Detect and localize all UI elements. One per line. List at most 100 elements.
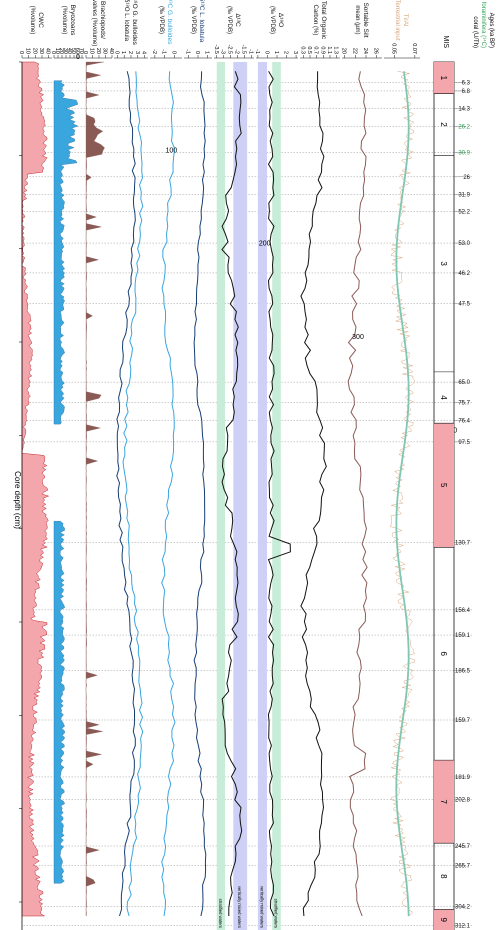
y-tick-label: 4 xyxy=(141,51,147,54)
age-label: 6.8 xyxy=(462,89,471,95)
panel-ylabel-2: mean (µm) xyxy=(354,5,360,34)
y-tick-label: 40 xyxy=(45,48,51,54)
series-line xyxy=(267,71,291,917)
panel-ylabel: Brachiopods/ xyxy=(99,1,106,39)
mis-stage-label: 7 xyxy=(439,799,448,804)
y-tick-label: -2.5 xyxy=(227,45,233,54)
panel-ylabel: CWC xyxy=(37,12,44,28)
panel-ylabel-2: Terrestrial input xyxy=(394,0,400,41)
y-tick-label: 70 xyxy=(78,48,84,54)
age-label: 181.9 xyxy=(455,775,471,781)
age-label: 30.9 xyxy=(458,151,470,157)
y-tick-label: 22 xyxy=(351,48,357,54)
y-tick-label: 24 xyxy=(362,48,368,54)
age-label: 52.2 xyxy=(458,209,470,215)
y-tick-label: 0.9 xyxy=(319,46,325,54)
depth-axis-label: Core depth (cm) xyxy=(13,471,22,529)
y-tick-label: 0 xyxy=(113,51,119,54)
series-line xyxy=(300,71,327,917)
age-label: 65.0 xyxy=(458,380,470,386)
water-band xyxy=(257,62,267,930)
age-label: 47.5 xyxy=(458,302,470,308)
series-area xyxy=(85,61,105,917)
panel-ylabel: Bryozoans xyxy=(69,5,76,36)
age-label: 26.2 xyxy=(458,124,470,130)
water-band xyxy=(272,62,281,930)
series-line xyxy=(161,71,176,917)
panel-ylabel: δ¹⁸O G. bulloides xyxy=(131,0,138,46)
series-line xyxy=(347,71,368,917)
y-tick-label: 10 xyxy=(54,48,60,54)
y-tick-label: -2 xyxy=(233,49,239,54)
y-tick-label: 0.5 xyxy=(306,46,312,54)
panel-d13c: -3.5 -3 -2.5 -2 -1.5 -1 Δ¹³C(‰ VPDB) vertically… xyxy=(213,6,254,930)
age-label: 53.0 xyxy=(458,241,470,247)
series-smooth-line xyxy=(395,71,410,917)
panel-ylabel-2: δ¹⁸O L. lobatula xyxy=(123,0,130,42)
y-tick-label: 60 xyxy=(74,48,80,54)
age-label: 304.2 xyxy=(455,905,471,911)
y-tick-label: 26 xyxy=(373,48,379,54)
y-tick-label: -1 xyxy=(185,49,191,54)
mis-stage-label: 3 xyxy=(439,261,448,266)
y-tick-label: 20 xyxy=(341,48,347,54)
water-band-label: stratified waters xyxy=(274,899,279,928)
y-tick-label: 50 xyxy=(70,48,76,54)
ages-header: Ages (ka BP) foraminifera (¹⁴C) coral (U… xyxy=(454,2,494,929)
age-label: 14.3 xyxy=(458,107,470,113)
y-tick-label: -1 xyxy=(254,49,260,54)
water-band-label: vertically mixed waters xyxy=(259,886,264,928)
y-tick-label: -3 xyxy=(220,49,226,54)
panel-ylabel-2: (%volume) xyxy=(61,6,67,35)
y-tick-label: 10 xyxy=(25,48,31,54)
panel-brach: 0 10 20 30 40 Brachiopods/Bivalves (%volume) xyxy=(82,0,114,917)
panel-ylabel-2: Bivalves (%volume) xyxy=(91,0,97,46)
y-tick-label: -1 xyxy=(247,49,253,54)
y-tick-label: 20 xyxy=(58,48,64,54)
ages-header-title: Ages (ka BP) xyxy=(488,13,494,48)
y-tick-label: 0 xyxy=(82,51,88,54)
series-line xyxy=(221,71,243,916)
ages-header-coral: coral (U/Th) xyxy=(472,16,478,48)
y-tick-label: 2 xyxy=(127,51,133,54)
y-tick-label: 0 xyxy=(263,51,269,54)
panel-ylabel: Sortable Silt xyxy=(362,2,369,37)
y-tick-label: 30 xyxy=(62,48,68,54)
panel-ylabel: Ti/Al xyxy=(402,14,409,27)
series-line-lobatula xyxy=(116,71,136,917)
y-tick-label: 20 xyxy=(95,48,101,54)
age-label: 156.4 xyxy=(455,608,471,614)
ages-header-foram: foraminifera (¹⁴C) xyxy=(480,2,487,48)
y-tick-label: 1 xyxy=(273,51,279,54)
mis-stage-fill xyxy=(434,423,454,548)
y-tick-label: 1 xyxy=(120,51,126,54)
mis-stage-label: 1 xyxy=(439,76,448,81)
mis-stage-label: 5 xyxy=(439,483,448,488)
age-label: 31.9 xyxy=(458,193,470,199)
mis-stage-fill xyxy=(434,909,454,930)
age-label: 265.7 xyxy=(455,864,471,870)
mis-strip: MIS 1 2 3 4 5 6 7 8 9 xyxy=(433,36,455,930)
panel-ylabel-2: (‰ VPDB) xyxy=(226,6,232,34)
y-tick-label: -2 xyxy=(151,49,157,54)
age-label: 159.1 xyxy=(455,633,471,639)
age-label: 130.7 xyxy=(455,541,471,547)
panel-ylabel: Δ¹⁸O xyxy=(277,13,284,27)
panel-ylabel-2: (%volume) xyxy=(29,6,35,35)
y-tick-label: 0.05 xyxy=(390,43,396,54)
water-band-label: vertically mixed waters xyxy=(237,886,242,928)
mis-stage-label: 9 xyxy=(439,918,448,923)
series-area xyxy=(53,521,66,884)
y-tick-label: 0 xyxy=(194,51,200,54)
panel-ylabel-2: (‰ VPDB) xyxy=(190,6,196,34)
mis-stage-label: 4 xyxy=(439,395,448,400)
panel-ylabel: Δ¹³C xyxy=(234,13,241,27)
panel-ylabel: δ¹³C G. bulloides xyxy=(166,0,173,45)
y-tick-label: 0.3 xyxy=(299,46,305,54)
y-tick-label: 0 xyxy=(18,51,24,54)
y-tick-label: 2 xyxy=(283,51,289,54)
mis-stage-label: 2 xyxy=(439,122,448,127)
y-tick-label: 0 xyxy=(170,51,176,54)
age-label: 97.5 xyxy=(458,440,470,446)
